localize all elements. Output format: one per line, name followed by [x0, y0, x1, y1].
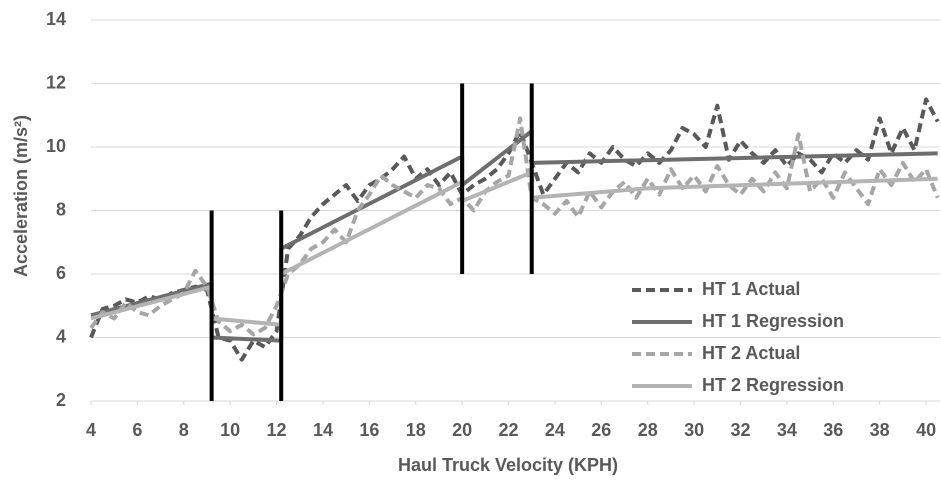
- x-tick-label: 28: [638, 420, 658, 440]
- x-tick-label: 16: [359, 420, 379, 440]
- x-tick-label: 30: [684, 420, 704, 440]
- y-tick-label: 14: [46, 9, 66, 29]
- x-tick-label: 18: [406, 420, 426, 440]
- x-tick-label: 8: [179, 420, 189, 440]
- series-line: [90, 170, 938, 327]
- x-tick-label: 34: [777, 420, 797, 440]
- x-tick-label: 22: [499, 420, 519, 440]
- x-tick-label: 12: [267, 420, 287, 440]
- series-line: [89, 116, 940, 337]
- legend-label: HT 1 Actual: [702, 279, 800, 299]
- x-tick-label: 14: [313, 420, 333, 440]
- y-tick-label: 10: [46, 136, 66, 156]
- y-tick-label: 6: [56, 263, 66, 283]
- x-tick-label: 40: [916, 420, 936, 440]
- y-tick-label: 12: [46, 72, 66, 92]
- x-tick-label: 36: [823, 420, 843, 440]
- x-tick-label: 10: [220, 420, 240, 440]
- x-axis-title: Haul Truck Velocity (KPH): [398, 455, 618, 475]
- x-tick-label: 20: [452, 420, 472, 440]
- x-tick-label: 4: [86, 420, 96, 440]
- x-tick-label: 26: [591, 420, 611, 440]
- x-tick-label: 38: [870, 420, 890, 440]
- y-tick-label: 8: [56, 199, 66, 219]
- x-tick-label: 24: [545, 420, 565, 440]
- legend-label: HT 2 Regression: [702, 375, 844, 395]
- y-tick-label: 2: [56, 390, 66, 410]
- legend-label: HT 2 Actual: [702, 343, 800, 363]
- x-tick-label: 32: [730, 420, 750, 440]
- legend-label: HT 1 Regression: [702, 311, 844, 331]
- x-tick-label: 6: [132, 420, 142, 440]
- y-axis-title: Acceleration (m/s²): [11, 115, 31, 277]
- y-tick-label: 4: [56, 326, 66, 346]
